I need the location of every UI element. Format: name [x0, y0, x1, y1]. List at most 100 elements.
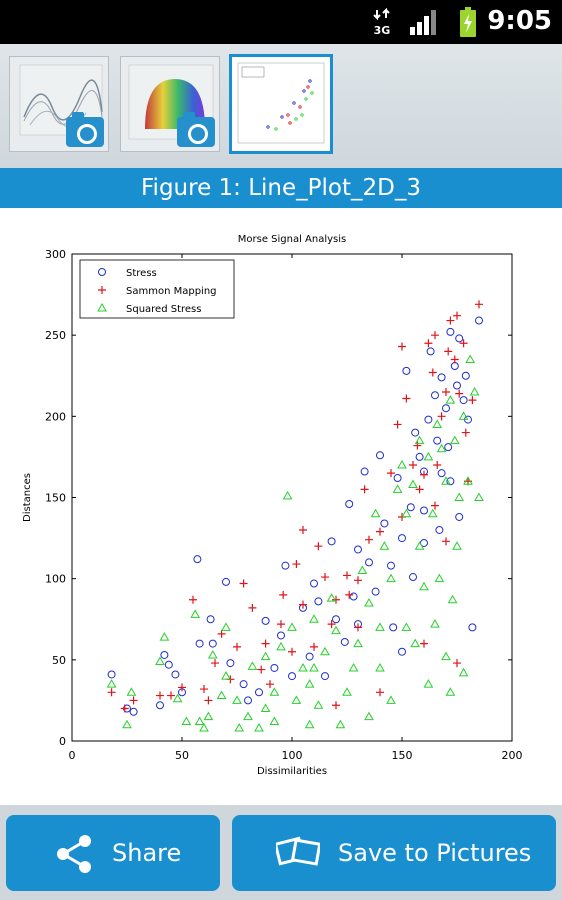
plot-area: Morse Signal Analysis Dissimilarities Dist…	[0, 208, 562, 805]
data-point-circle	[455, 512, 464, 521]
data-point-triangle	[126, 687, 137, 696]
data-point-circle	[459, 396, 468, 405]
x-tick-label: 200	[502, 749, 523, 762]
data-point-circle	[411, 428, 420, 437]
data-point-plus	[387, 469, 395, 478]
data-point-circle	[450, 362, 459, 371]
data-point-triangle	[445, 395, 456, 404]
data-point-circle	[193, 555, 202, 564]
data-point-triangle	[243, 711, 253, 721]
data-point-triangle	[190, 609, 201, 618]
data-point-plus	[431, 501, 439, 510]
data-point-plus	[428, 368, 437, 377]
data-point-plus	[248, 603, 257, 612]
data-point-plus	[327, 620, 336, 629]
data-point-circle	[420, 506, 428, 515]
data-point-circle	[437, 469, 446, 478]
data-point-plus	[415, 485, 424, 494]
data-point-triangle	[313, 700, 324, 709]
data-point-triangle	[458, 411, 469, 420]
share-button[interactable]: Share	[6, 815, 220, 891]
data-point-triangle	[436, 443, 447, 453]
legend-box	[79, 259, 235, 319]
data-point-circle	[129, 707, 138, 716]
legend-label: Stress	[126, 268, 157, 279]
data-point-plus	[321, 573, 329, 582]
data-point-plus	[279, 590, 288, 599]
data-point-triangle	[414, 435, 425, 445]
data-point-plus	[107, 688, 116, 697]
data-point-plus	[332, 595, 340, 604]
data-point-circle	[281, 561, 290, 570]
data-point-plus	[156, 691, 164, 700]
data-point-plus	[354, 623, 362, 632]
data-point-circle	[402, 366, 411, 375]
data-point-circle	[398, 647, 406, 656]
data-point-circle	[455, 334, 464, 343]
data-point-circle	[160, 650, 169, 659]
y-tick-label: 200	[45, 410, 66, 423]
data-point-circle	[453, 381, 461, 390]
save-to-pictures-button[interactable]: Save to Pictures	[232, 815, 556, 891]
data-point-circle	[398, 534, 406, 543]
data-point-plus	[376, 527, 384, 536]
y-tick-label: 50	[52, 654, 66, 667]
data-point-circle	[239, 680, 248, 689]
y-tick-label: 150	[45, 492, 66, 505]
data-point-triangle	[216, 690, 227, 700]
data-point-circle	[270, 663, 279, 672]
data-point-circle	[222, 577, 230, 586]
data-point-circle	[310, 579, 318, 588]
data-point-plus	[453, 659, 461, 668]
data-point-plus	[200, 685, 208, 694]
data-point-triangle	[122, 719, 132, 729]
data-point-triangle	[353, 638, 363, 648]
data-point-triangle	[260, 651, 271, 661]
data-point-triangle	[232, 695, 242, 704]
data-point-triangle	[375, 622, 385, 631]
data-point-triangle	[155, 656, 165, 665]
data-point-triangle	[465, 354, 476, 364]
y-tick-label: 100	[45, 573, 66, 586]
data-point-triangle	[432, 419, 443, 428]
signal-icon	[410, 9, 440, 35]
data-point-plus	[376, 688, 384, 697]
data-point-circle	[206, 615, 215, 624]
data-point-triangle	[194, 716, 205, 726]
status-clock: 9:05	[487, 6, 552, 36]
x-tick-label: 150	[392, 749, 413, 762]
status-bar: 3G 9:05	[0, 0, 562, 44]
data-point-circle	[288, 672, 296, 681]
legend-label: Sammon Mapping	[126, 286, 217, 297]
data-point-triangle	[106, 679, 117, 688]
data-point-circle	[444, 443, 453, 452]
surface-wireframe-thumbnail[interactable]	[9, 56, 109, 152]
figure-title: Figure 1: Line_Plot_2D_3	[0, 168, 562, 208]
data-point-triangle	[221, 671, 231, 680]
data-point-circle	[409, 573, 417, 582]
data-point-plus	[437, 412, 446, 421]
data-point-circle	[461, 371, 470, 380]
data-point-circle	[365, 558, 373, 567]
surface-colormap-thumbnail[interactable]	[120, 56, 220, 152]
data-point-plus	[360, 485, 369, 494]
data-point-plus	[292, 560, 301, 569]
data-point-plus	[314, 542, 323, 551]
data-point-circle	[255, 688, 263, 697]
data-point-plus	[239, 579, 248, 588]
data-point-triangle	[291, 695, 302, 704]
data-point-triangle	[463, 476, 473, 485]
data-point-triangle	[441, 476, 451, 485]
data-point-circle	[321, 672, 329, 681]
data-point-triangle	[410, 638, 421, 648]
data-point-circle	[424, 415, 433, 424]
data-point-circle	[277, 631, 285, 640]
legend-label: Squared Stress	[126, 304, 201, 315]
data-point-circle	[164, 660, 173, 669]
data-point-circle	[393, 474, 402, 483]
scatter-plot-thumbnail[interactable]	[229, 54, 333, 154]
data-point-plus	[420, 470, 428, 479]
data-point-plus	[332, 701, 340, 710]
data-point-triangle	[427, 508, 438, 518]
data-point-triangle	[172, 693, 183, 703]
